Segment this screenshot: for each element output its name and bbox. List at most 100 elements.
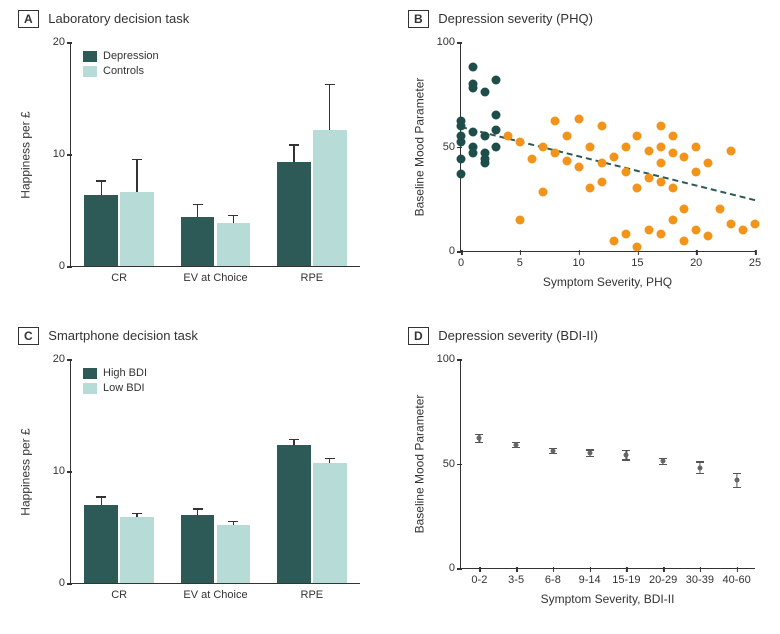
- xtick: 25: [749, 251, 761, 269]
- scatter-point: [656, 142, 665, 151]
- scatter-point: [645, 226, 654, 235]
- error-bar: [101, 181, 103, 196]
- scatter-point: [515, 138, 524, 147]
- error-cap: [193, 204, 203, 206]
- scatter-point: [492, 75, 501, 84]
- panel-c-plot: 01020CREV at ChoiceRPEHigh BDILow BDI: [70, 359, 360, 584]
- legend-label: Depression: [103, 50, 159, 62]
- scatter-point: [598, 178, 607, 187]
- error-cap: [289, 439, 299, 441]
- bar: [181, 515, 215, 583]
- scatter-point: [680, 236, 689, 245]
- legend: Depression Controls: [83, 50, 159, 80]
- panel-b-letter: B: [408, 10, 429, 28]
- scatter-point: [645, 146, 654, 155]
- scatter-point: [551, 148, 560, 157]
- panel-d-plot: 0501000-23-56-89-1415-1920-2930-3940-60: [460, 359, 755, 569]
- figure-root: A Laboratory decision task 01020CREV at …: [0, 0, 780, 634]
- error-cap: [228, 521, 238, 523]
- error-bar: [293, 145, 295, 162]
- scatter-point: [586, 142, 595, 151]
- ytick: 100: [431, 36, 461, 48]
- scatter-point: [621, 230, 630, 239]
- bar: [84, 505, 118, 583]
- scatter-point: [468, 127, 477, 136]
- xtick: 40-60: [723, 568, 751, 586]
- scatter-point: [468, 148, 477, 157]
- bar: [313, 130, 347, 266]
- scatter-point: [562, 157, 571, 166]
- scatter-point: [668, 184, 677, 193]
- scatter-point: [457, 169, 466, 178]
- ytick: 10: [41, 465, 71, 477]
- scatter-point: [680, 152, 689, 161]
- error-bar: [197, 204, 199, 216]
- scatter-point: [703, 232, 712, 241]
- panel-c-title: Smartphone decision task: [48, 328, 198, 343]
- scatter-point: [656, 230, 665, 239]
- xtick: 20: [690, 251, 702, 269]
- xtick: RPE: [301, 583, 324, 601]
- error-bar: [197, 509, 199, 515]
- scatter-point: [598, 121, 607, 130]
- error-cap: [325, 84, 335, 86]
- legend-item: High BDI: [83, 367, 147, 379]
- bar: [217, 223, 251, 266]
- scatter-point: [680, 205, 689, 214]
- panel-c-letter: C: [18, 327, 39, 345]
- scatter-point: [633, 184, 642, 193]
- scatter-point: [656, 121, 665, 130]
- error-cap: [132, 513, 142, 515]
- bar: [120, 192, 154, 266]
- scatter-point: [468, 63, 477, 72]
- scatter-point: [457, 117, 466, 126]
- xtick: 3-5: [508, 568, 524, 586]
- error-bar: [329, 85, 331, 131]
- legend-swatch: [83, 66, 97, 77]
- scatter-point: [457, 155, 466, 164]
- ytick: 100: [431, 353, 461, 365]
- legend-item: Controls: [83, 65, 159, 77]
- scatter-point: [562, 132, 571, 141]
- legend-swatch: [83, 51, 97, 62]
- scatter-point: [668, 132, 677, 141]
- scatter-point: [668, 148, 677, 157]
- scatter-point: [480, 88, 489, 97]
- panel-d-xlabel: Symptom Severity, BDI-II: [460, 592, 755, 606]
- error-cap: [228, 215, 238, 217]
- xtick: 10: [572, 251, 584, 269]
- ytick: 0: [431, 562, 461, 574]
- bar: [120, 517, 154, 583]
- bar: [313, 463, 347, 583]
- scatter-point: [692, 226, 701, 235]
- error-cap: [289, 144, 299, 146]
- xtick: 9-14: [579, 568, 601, 586]
- scatter-point: [527, 155, 536, 164]
- panel-d-letter: D: [408, 327, 429, 345]
- scatter-point: [515, 215, 524, 224]
- panel-b: B Depression severity (PHQ) 050100051015…: [390, 0, 780, 317]
- bar: [217, 525, 251, 583]
- scatter-point: [692, 167, 701, 176]
- legend-label: Low BDI: [103, 382, 145, 394]
- scatter-point: [551, 117, 560, 126]
- panel-b-xlabel: Symptom Severity, PHQ: [460, 275, 755, 289]
- scatter-point: [492, 142, 501, 151]
- scatter-point: [492, 125, 501, 134]
- xtick: 15: [631, 251, 643, 269]
- error-cap: [96, 180, 106, 182]
- scatter-point: [586, 184, 595, 193]
- error-bar: [136, 160, 138, 192]
- scatter-point: [656, 178, 665, 187]
- xtick: 15-19: [612, 568, 640, 586]
- scatter-point: [692, 142, 701, 151]
- scatter-point: [492, 111, 501, 120]
- scatter-point: [480, 132, 489, 141]
- xtick: 5: [517, 251, 523, 269]
- error-bar: [293, 440, 295, 446]
- scatter-point: [621, 167, 630, 176]
- scatter-point: [539, 188, 548, 197]
- legend-label: High BDI: [103, 367, 147, 379]
- legend: High BDI Low BDI: [83, 367, 147, 397]
- error-cap: [193, 508, 203, 510]
